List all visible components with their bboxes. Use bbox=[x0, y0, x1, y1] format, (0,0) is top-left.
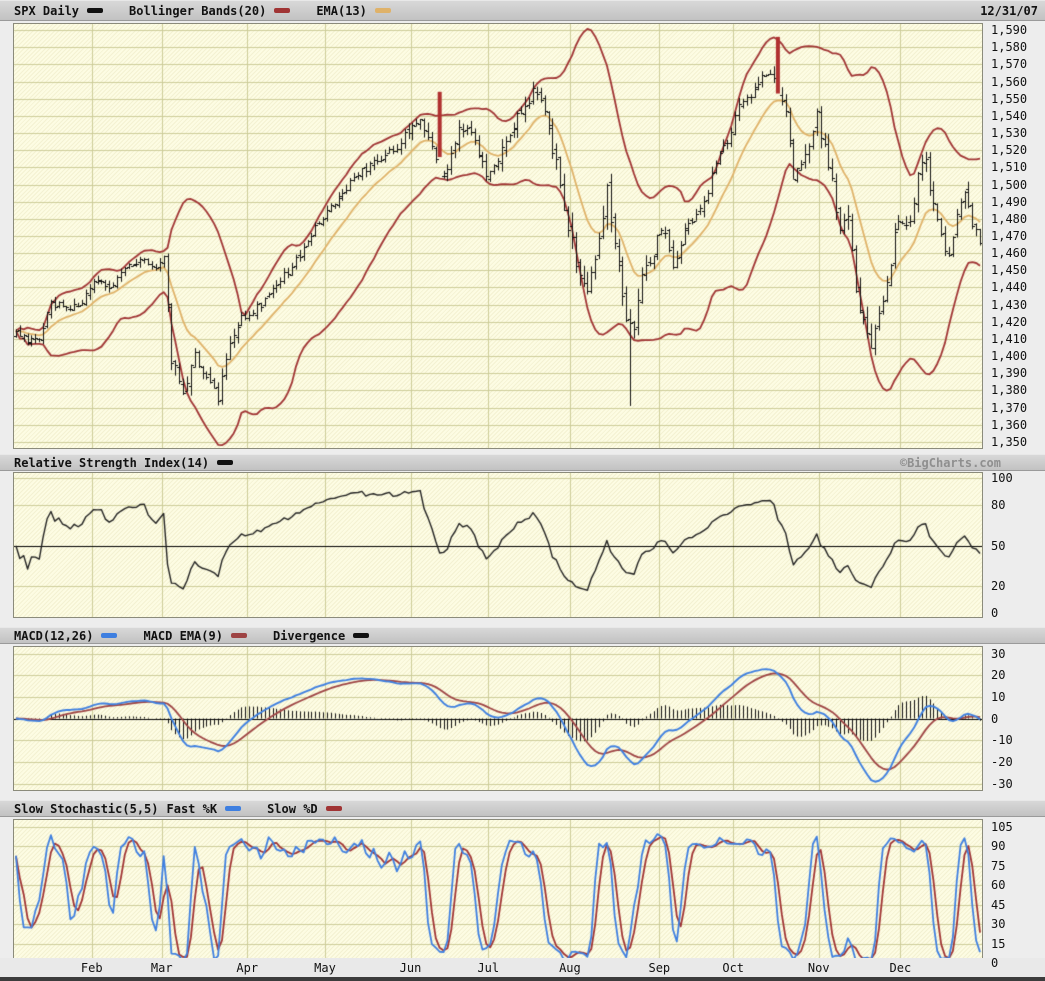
rsi-chart-canvas bbox=[14, 473, 982, 617]
y-tick-label: -30 bbox=[991, 776, 1013, 791]
window-bottom-edge bbox=[0, 977, 1045, 981]
y-tick-label: 1,370 bbox=[991, 400, 1028, 415]
x-tick-label: Nov bbox=[807, 961, 830, 975]
macd-legend-marker bbox=[101, 633, 118, 638]
macd-signal-legend-marker bbox=[230, 633, 247, 638]
macd-signal-label: MACD EMA(9) bbox=[143, 628, 223, 643]
y-tick-label: 1,560 bbox=[991, 74, 1028, 89]
y-tick-label: 90 bbox=[991, 839, 1006, 854]
y-tick-label: 1,490 bbox=[991, 194, 1028, 209]
y-tick-label: 1,540 bbox=[991, 108, 1028, 123]
y-tick-label: 1,360 bbox=[991, 417, 1028, 432]
y-tick-label: 0 bbox=[991, 711, 999, 726]
rsi-legend-bar: Relative Strength Index(14) ©BigCharts.c… bbox=[0, 454, 1045, 471]
x-tick-label: Feb bbox=[80, 961, 103, 975]
slow-d-legend-marker bbox=[325, 806, 342, 811]
y-tick-label: 1,470 bbox=[991, 229, 1028, 243]
stochastic-label: Slow Stochastic(5,5) bbox=[14, 801, 159, 816]
macd-chart-canvas bbox=[14, 647, 982, 790]
y-tick-label: 0 bbox=[991, 956, 999, 971]
y-tick-label: 1,420 bbox=[991, 314, 1028, 329]
y-tick-label: 60 bbox=[991, 878, 1006, 893]
y-tick-label: 20 bbox=[991, 579, 1006, 594]
divergence-label: Divergence bbox=[272, 628, 346, 643]
y-tick-label: 30 bbox=[991, 917, 1006, 932]
y-tick-label: 1,450 bbox=[991, 263, 1028, 278]
y-tick-label: 1,380 bbox=[991, 383, 1028, 398]
y-tick-label: -20 bbox=[991, 754, 1013, 769]
x-tick-label: Sep bbox=[648, 961, 671, 975]
y-tick-label: 80 bbox=[991, 498, 1006, 513]
rsi-panel bbox=[13, 472, 983, 618]
x-tick-label: Jun bbox=[399, 961, 422, 975]
y-tick-label: 1,570 bbox=[991, 57, 1028, 72]
y-tick-label: 15 bbox=[991, 936, 1006, 951]
y-tick-label: 1,480 bbox=[991, 211, 1028, 226]
bigcharts-watermark: ©BigCharts.com bbox=[899, 455, 1001, 470]
y-tick-label: 10 bbox=[991, 689, 1006, 704]
y-tick-label: 45 bbox=[991, 897, 1006, 912]
y-tick-label: 1,390 bbox=[991, 366, 1028, 381]
fast-k-legend-marker bbox=[225, 806, 242, 811]
y-tick-label: 1,410 bbox=[991, 331, 1028, 346]
y-tick-label: 1,550 bbox=[991, 91, 1028, 106]
y-tick-label: 0 bbox=[991, 605, 999, 620]
x-tick-label: Apr bbox=[236, 961, 259, 975]
rsi-legend-marker bbox=[217, 460, 234, 465]
y-tick-label: 75 bbox=[991, 858, 1006, 873]
slow-d-label: Slow %D bbox=[267, 801, 318, 816]
y-tick-label: -10 bbox=[991, 733, 1013, 748]
x-tick-label: Oct bbox=[722, 961, 745, 975]
y-tick-label: 20 bbox=[991, 668, 1006, 683]
ema-label: EMA(13) bbox=[316, 3, 367, 18]
symbol-label: SPX Daily bbox=[14, 3, 80, 18]
divergence-legend-marker bbox=[353, 633, 370, 638]
rsi-label: Relative Strength Index(14) bbox=[14, 455, 210, 470]
y-tick-label: 1,510 bbox=[991, 160, 1028, 175]
y-tick-label: 1,500 bbox=[991, 177, 1028, 192]
fast-k-label: Fast %K bbox=[166, 801, 218, 816]
price-panel bbox=[13, 23, 983, 449]
macd-label: MACD(12,26) bbox=[14, 628, 94, 643]
y-tick-label: 1,400 bbox=[991, 349, 1028, 364]
price-chart-canvas bbox=[14, 24, 982, 448]
x-tick-label: Aug bbox=[559, 961, 581, 975]
x-axis-strip: Feb Mar Apr May Jun Jul Aug Sep Oct Nov Dec bbox=[0, 958, 1045, 977]
x-tick-label: May bbox=[314, 961, 336, 975]
y-tick-label: 1,580 bbox=[991, 40, 1028, 55]
stochastic-legend-bar: Slow Stochastic(5,5) Fast %K Slow %D bbox=[0, 800, 1045, 817]
y-tick-label: 1,520 bbox=[991, 143, 1028, 158]
ema-legend-marker bbox=[374, 8, 391, 13]
price-legend-marker bbox=[87, 8, 104, 13]
y-tick-label: 1,590 bbox=[991, 23, 1028, 37]
y-tick-label: 1,430 bbox=[991, 297, 1028, 312]
x-tick-label: Mar bbox=[150, 961, 173, 975]
x-tick-label: Dec bbox=[889, 961, 912, 975]
y-tick-label: 105 bbox=[991, 819, 1013, 834]
bollinger-label: Bollinger Bands(20) bbox=[129, 3, 267, 18]
y-tick-label: 100 bbox=[991, 471, 1013, 486]
y-tick-label: 30 bbox=[991, 646, 1006, 661]
y-tick-label: 1,350 bbox=[991, 434, 1028, 449]
y-tick-label: 1,460 bbox=[991, 246, 1028, 261]
y-tick-label: 50 bbox=[991, 538, 1006, 553]
chart-date: 12/31/07 bbox=[980, 3, 1038, 18]
main-legend-bar: SPX Daily Bollinger Bands(20) EMA(13) 12… bbox=[0, 0, 1045, 21]
y-tick-label: 1,440 bbox=[991, 280, 1028, 295]
macd-panel bbox=[13, 646, 983, 791]
stochastic-chart-canvas bbox=[14, 820, 982, 958]
bollinger-legend-marker bbox=[274, 8, 291, 13]
stochastic-panel bbox=[13, 819, 983, 959]
macd-legend-bar: MACD(12,26) MACD EMA(9) Divergence bbox=[0, 627, 1045, 644]
y-tick-label: 1,530 bbox=[991, 126, 1028, 140]
x-tick-label: Jul bbox=[477, 961, 500, 975]
